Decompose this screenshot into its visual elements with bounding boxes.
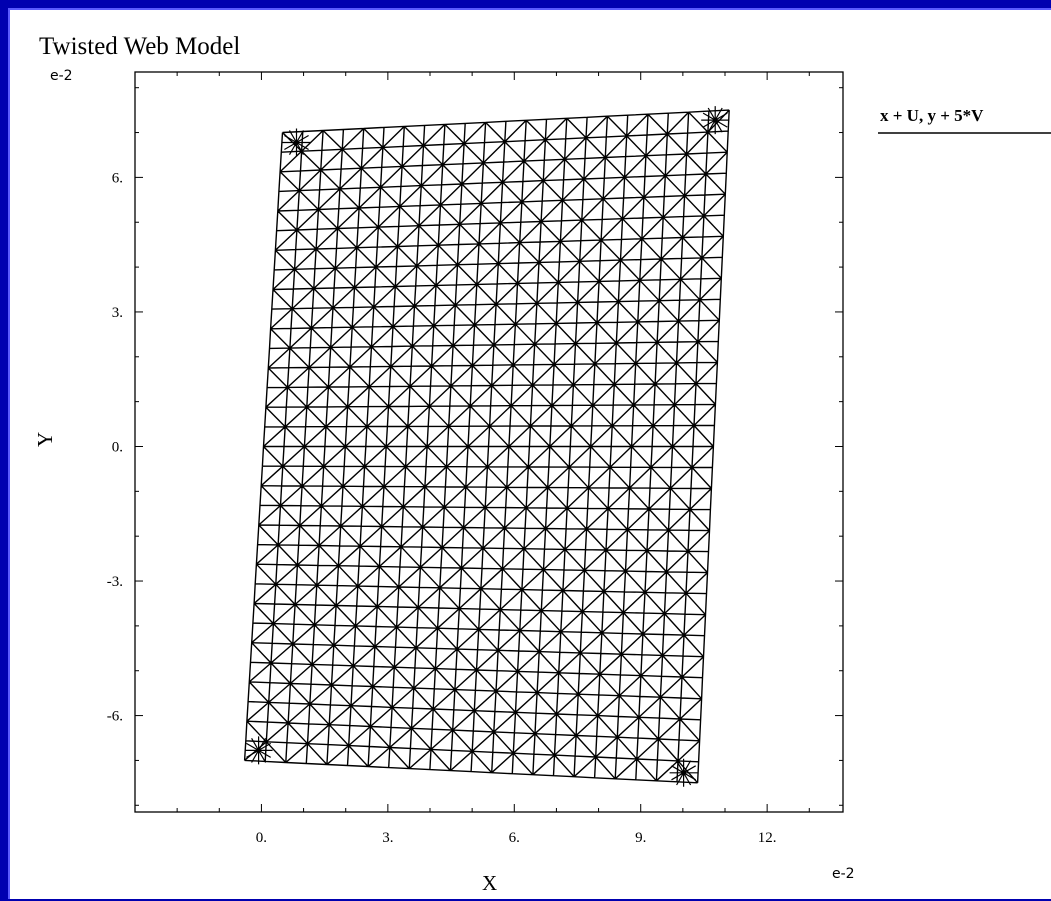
mesh-lines <box>243 109 730 784</box>
x-axis-label: X <box>482 871 497 895</box>
y-tick-label: 6. <box>112 170 123 186</box>
y-tick-label: 0. <box>112 439 123 455</box>
x-tick-label: 9. <box>635 830 646 846</box>
chart-title: Twisted Web Model <box>39 33 240 60</box>
x-tick-label: 12. <box>758 830 777 846</box>
x-tick-label: 3. <box>382 830 393 846</box>
y-axis-label: Y <box>33 432 57 447</box>
y-tick-label: -6. <box>107 709 123 725</box>
chart-svg: Twisted Web Model 0. 3. 6. 9. 12. 6. 3. 0. -3. -6… <box>33 33 1051 895</box>
mesh-corner-cluster <box>244 736 273 765</box>
y-tick-label: 3. <box>112 305 123 321</box>
x-tick-label: 6. <box>509 830 520 846</box>
plot-frame: Twisted Web Model 0. 3. 6. 9. 12. 6. 3. 0. -3. -6… <box>8 8 1051 899</box>
mesh-corner-cluster <box>701 106 730 135</box>
y-exponent-label: e-2 <box>50 68 73 84</box>
legend-entry: x + U, y + 5*V <box>880 106 984 125</box>
x-tick-label: 0. <box>256 830 267 846</box>
y-tick-label: -3. <box>107 574 123 590</box>
mesh-corner-cluster <box>282 128 311 157</box>
mesh-corner-cluster <box>669 758 698 787</box>
axis-ticks: 0. 3. 6. 9. 12. 6. 3. 0. -3. -6. <box>107 72 843 846</box>
mesh <box>243 106 730 787</box>
x-exponent-label: e-2 <box>832 866 855 882</box>
